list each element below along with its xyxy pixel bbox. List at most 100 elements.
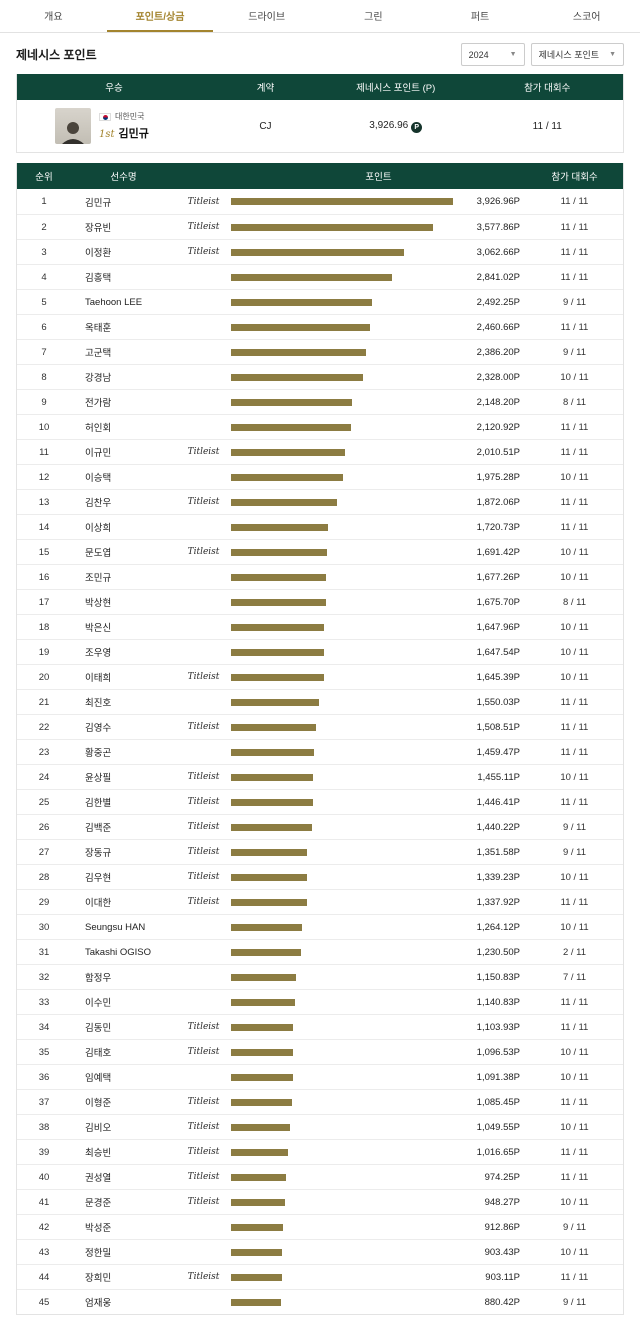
table-row[interactable]: 21 최진호 1,550.03P 11 / 11 <box>17 689 623 714</box>
rank-cell: 42 <box>38 1221 50 1233</box>
player-name: 이형준 <box>85 1098 112 1109</box>
points-bar-track <box>231 1298 453 1306</box>
player-name: 이규민 <box>85 448 112 459</box>
participation-cell: 9 / 11 <box>562 1296 587 1308</box>
table-row[interactable]: 34 김동민 Titleist 1,103.93P 11 / 11 <box>17 1014 623 1039</box>
points-bar-track <box>231 648 453 656</box>
participation-cell: 10 / 11 <box>560 1121 589 1133</box>
points-bar <box>231 1098 293 1106</box>
table-row[interactable]: 1 김민규 Titleist 3,926.96P 11 / 11 <box>17 189 623 214</box>
ranking-header-name: 선수명 <box>110 172 137 183</box>
table-row[interactable]: 2 장유빈 Titleist 3,577.86P 11 / 11 <box>17 214 623 239</box>
table-row[interactable]: 29 이대한 Titleist 1,337.92P 11 / 11 <box>17 889 623 914</box>
points-label: 2,492.25P <box>476 296 520 308</box>
points-label: 1,455.11P <box>477 771 520 783</box>
table-row[interactable]: 22 김영수 Titleist 1,508.51P 11 / 11 <box>17 714 623 739</box>
table-row[interactable]: 30 Seungsu HAN 1,264.12P 10 / 11 <box>17 914 623 939</box>
player-name: 이대한 <box>85 898 112 909</box>
table-row[interactable]: 16 조민규 1,677.26P 10 / 11 <box>17 564 623 589</box>
table-row[interactable]: 8 강경남 2,328.00P 10 / 11 <box>17 364 623 389</box>
player-name: 함정우 <box>85 973 112 984</box>
player-name: 문경준 <box>85 1198 112 1209</box>
winner-rank-label: 1st <box>99 129 115 140</box>
winner-row[interactable]: 대한민국 1st 김민규 CJ 3,926.96 P 11 / 11 <box>17 100 623 152</box>
points-bar-track <box>231 1223 453 1231</box>
category-select[interactable]: 제네시스 포인트 ▼ <box>530 43 624 66</box>
table-row[interactable]: 12 이승택 1,975.28P 10 / 11 <box>17 464 623 489</box>
tab-1[interactable]: 포인트/상금 <box>106 0 214 32</box>
table-row[interactable]: 3 이정환 Titleist 3,062.66P 11 / 11 <box>17 239 623 264</box>
table-row[interactable]: 40 권성열 Titleist 974.25P 11 / 11 <box>17 1164 623 1189</box>
table-row[interactable]: 6 옥태훈 2,460.66P 11 / 11 <box>17 314 623 339</box>
titleist-brand-logo: Titleist <box>187 547 220 557</box>
table-row[interactable]: 26 김백준 Titleist 1,440.22P 9 / 11 <box>17 814 623 839</box>
table-row[interactable]: 18 박은신 1,647.96P 10 / 11 <box>17 614 623 639</box>
table-row[interactable]: 5 Taehoon LEE 2,492.25P 9 / 11 <box>17 289 623 314</box>
table-row[interactable]: 45 엄재웅 880.42P 9 / 11 <box>17 1289 623 1314</box>
participation-cell: 10 / 11 <box>560 921 589 933</box>
points-bar-track <box>231 723 453 731</box>
participation-cell: 11 / 11 <box>560 221 589 233</box>
tab-2[interactable]: 드라이브 <box>248 12 286 23</box>
rank-cell: 5 <box>41 296 47 308</box>
table-row[interactable]: 14 이상희 1,720.73P 11 / 11 <box>17 514 623 539</box>
points-label: 1,647.96P <box>476 621 520 633</box>
title-row: 제네시스 포인트 2024 ▼ 제네시스 포인트 ▼ <box>0 33 640 74</box>
points-bar <box>231 548 327 556</box>
points-label: 1,096.53P <box>476 1046 520 1058</box>
table-row[interactable]: 25 김한별 Titleist 1,446.41P 11 / 11 <box>17 789 623 814</box>
tab-0[interactable]: 개요 <box>44 12 63 23</box>
points-bar-track <box>231 798 453 806</box>
points-cell: 1,645.39P <box>231 672 526 683</box>
points-bar-track <box>231 1173 453 1181</box>
points-bar-track <box>231 1123 453 1131</box>
points-bar-track <box>231 323 453 331</box>
table-row[interactable]: 32 함정우 1,150.83P 7 / 11 <box>17 964 623 989</box>
table-row[interactable]: 42 박성준 912.86P 9 / 11 <box>17 1214 623 1239</box>
participation-cell: 10 / 11 <box>560 571 589 583</box>
points-cell: 1,550.03P <box>231 697 526 708</box>
year-select[interactable]: 2024 ▼ <box>460 43 525 66</box>
titleist-brand-logo: Titleist <box>187 1122 220 1132</box>
tab-4[interactable]: 퍼트 <box>470 12 490 23</box>
table-row[interactable]: 9 전가람 2,148.20P 8 / 11 <box>17 389 623 414</box>
table-row[interactable]: 38 김비오 Titleist 1,049.55P 10 / 11 <box>17 1114 623 1139</box>
tab-5[interactable]: 스코어 <box>572 12 601 23</box>
table-row[interactable]: 36 임예택 1,091.38P 10 / 11 <box>17 1064 623 1089</box>
participation-cell: 11 / 11 <box>560 421 589 433</box>
table-row[interactable]: 7 고군택 2,386.20P 9 / 11 <box>17 339 623 364</box>
table-row[interactable]: 24 윤상필 Titleist 1,455.11P 10 / 11 <box>17 764 623 789</box>
table-row[interactable]: 10 허인회 2,120.92P 11 / 11 <box>17 414 623 439</box>
tab-3[interactable]: 그린 <box>364 12 383 23</box>
table-row[interactable]: 13 김찬우 Titleist 1,872.06P 11 / 11 <box>17 489 623 514</box>
rank-cell: 27 <box>38 846 50 858</box>
table-row[interactable]: 44 장희민 Titleist 903.11P 11 / 11 <box>17 1264 623 1289</box>
points-bar-track <box>231 673 453 681</box>
table-row[interactable]: 43 정한밀 903.43P 10 / 11 <box>17 1239 623 1264</box>
participation-cell: 10 / 11 <box>560 871 589 883</box>
player-name: 정한밀 <box>85 1248 112 1259</box>
table-row[interactable]: 27 장동규 Titleist 1,351.58P 9 / 11 <box>17 839 623 864</box>
table-row[interactable]: 28 김우현 Titleist 1,339.23P 10 / 11 <box>17 864 623 889</box>
participation-cell: 10 / 11 <box>560 371 589 383</box>
player-name: 김동민 <box>85 1023 112 1034</box>
table-row[interactable]: 31 Takashi OGISO 1,230.50P 2 / 11 <box>17 939 623 964</box>
points-label: 1,140.83P <box>476 996 520 1008</box>
table-row[interactable]: 41 문경준 Titleist 948.27P 10 / 11 <box>17 1189 623 1214</box>
points-bar-track <box>231 848 453 856</box>
table-row[interactable]: 4 김홍택 2,841.02P 11 / 11 <box>17 264 623 289</box>
table-row[interactable]: 37 이형준 Titleist 1,085.45P 11 / 11 <box>17 1089 623 1114</box>
participation-cell: 11 / 11 <box>560 271 589 283</box>
table-row[interactable]: 35 김태호 Titleist 1,096.53P 10 / 11 <box>17 1039 623 1064</box>
table-row[interactable]: 19 조우영 1,647.54P 10 / 11 <box>17 639 623 664</box>
table-row[interactable]: 20 이태희 Titleist 1,645.39P 10 / 11 <box>17 664 623 689</box>
points-label: 1,091.38P <box>476 1071 520 1083</box>
table-row[interactable]: 15 문도엽 Titleist 1,691.42P 10 / 11 <box>17 539 623 564</box>
table-row[interactable]: 17 박상현 1,675.70P 8 / 11 <box>17 589 623 614</box>
winner-table: 우승 계약 제네시스 포인트 (P) 참가 대회수 대한민국 1st 김민규 <box>16 74 624 153</box>
table-row[interactable]: 39 최승빈 Titleist 1,016.65P 11 / 11 <box>17 1139 623 1164</box>
table-row[interactable]: 11 이규민 Titleist 2,010.51P 11 / 11 <box>17 439 623 464</box>
points-bar <box>231 1148 289 1156</box>
table-row[interactable]: 23 황중곤 1,459.47P 11 / 11 <box>17 739 623 764</box>
table-row[interactable]: 33 이수민 1,140.83P 11 / 11 <box>17 989 623 1014</box>
